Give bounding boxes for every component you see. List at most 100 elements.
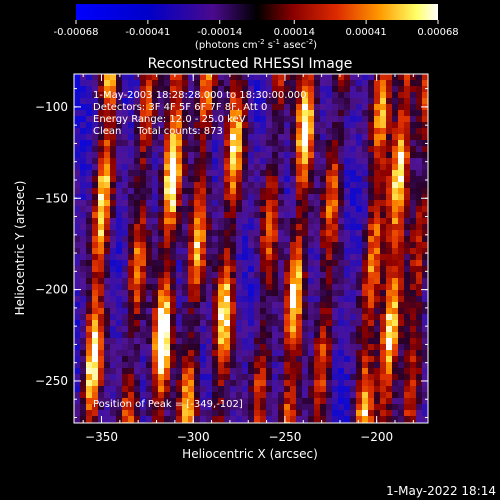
heatmap-cell [98, 302, 105, 309]
heatmap-cell [188, 170, 195, 177]
heatmap-cell [242, 224, 249, 231]
heatmap-cell [260, 92, 267, 99]
heatmap-cell [194, 266, 201, 273]
heatmap-cell [236, 368, 243, 375]
heatmap-cell [194, 158, 201, 165]
heatmap-cell [80, 224, 87, 231]
heatmap-cell [362, 122, 369, 129]
heatmap-cell [302, 338, 309, 345]
heatmap-cell [146, 206, 153, 213]
heatmap-cell [92, 362, 99, 369]
heatmap-cell [344, 188, 351, 195]
heatmap-cell [344, 332, 351, 339]
heatmap-cell [368, 176, 375, 183]
heatmap-cell [80, 128, 87, 135]
heatmap-cell [368, 350, 375, 357]
heatmap-cell [272, 398, 279, 405]
heatmap-cell [368, 128, 375, 135]
heatmap-cell [326, 326, 333, 333]
heatmap-cell [146, 194, 153, 201]
heatmap-cell [218, 218, 225, 225]
heatmap-cell [326, 110, 333, 117]
heatmap-cell [296, 116, 303, 123]
heatmap-cell [140, 98, 147, 105]
heatmap-cell [128, 356, 135, 363]
heatmap-cell [338, 206, 345, 213]
heatmap-cell [374, 314, 381, 321]
heatmap-cell [200, 74, 207, 81]
heatmap-cell [344, 248, 351, 255]
heatmap-cell [338, 134, 345, 141]
heatmap-cell [308, 362, 315, 369]
heatmap-cell [164, 188, 171, 195]
heatmap-cell [416, 326, 423, 333]
heatmap-cell [74, 236, 81, 243]
heatmap-cell [236, 188, 243, 195]
heatmap-cell [200, 272, 207, 279]
heatmap-cell [206, 122, 213, 129]
heatmap-cell [236, 404, 243, 411]
heatmap-cell [170, 188, 177, 195]
heatmap-cell [146, 116, 153, 123]
heatmap-cell [98, 332, 105, 339]
heatmap-cell [350, 176, 357, 183]
heatmap-cell [92, 314, 99, 321]
heatmap-cell [272, 392, 279, 399]
heatmap-cell [302, 266, 309, 273]
heatmap-cell [128, 350, 135, 357]
heatmap-cell [392, 170, 399, 177]
heatmap-cell [236, 86, 243, 93]
heatmap-cell [248, 284, 255, 291]
heatmap-cell [386, 170, 393, 177]
heatmap-cell [314, 110, 321, 117]
heatmap-cell [92, 74, 99, 81]
heatmap-cell [332, 284, 339, 291]
heatmap-cell [152, 362, 159, 369]
heatmap-cell [272, 164, 279, 171]
heatmap-cell [362, 308, 369, 315]
heatmap-cell [140, 116, 147, 123]
heatmap-cell [134, 128, 141, 135]
heatmap-cell [404, 164, 411, 171]
heatmap-cell [374, 416, 381, 423]
heatmap-cell [392, 140, 399, 147]
heatmap-cell [104, 74, 111, 81]
heatmap-cell [110, 86, 117, 93]
heatmap-cell [206, 194, 213, 201]
heatmap-cell [332, 374, 339, 381]
heatmap-cell [404, 410, 411, 417]
heatmap-cell [104, 278, 111, 285]
heatmap-cell [176, 392, 183, 399]
heatmap-cell [236, 410, 243, 417]
heatmap-cell [290, 218, 297, 225]
heatmap-cell [368, 338, 375, 345]
heatmap-cell [344, 134, 351, 141]
heatmap-cell [188, 326, 195, 333]
heatmap-cell [152, 380, 159, 387]
heatmap-cell [182, 308, 189, 315]
heatmap-cell [92, 134, 99, 141]
heatmap-cell [320, 374, 327, 381]
heatmap-cell [80, 164, 87, 171]
heatmap-cell [320, 350, 327, 357]
heatmap-cell [278, 308, 285, 315]
heatmap-cell [206, 140, 213, 147]
heatmap-cell [326, 398, 333, 405]
heatmap-cell [362, 356, 369, 363]
heatmap-cell [398, 128, 405, 135]
heatmap-cell [248, 134, 255, 141]
heatmap-cell [116, 212, 123, 219]
heatmap-cell [110, 386, 117, 393]
heatmap-cell [374, 248, 381, 255]
heatmap-cell [422, 128, 428, 135]
heatmap-cell [296, 344, 303, 351]
heatmap-cell [326, 152, 333, 159]
heatmap-cell [308, 74, 315, 81]
heatmap-cell [128, 416, 135, 423]
heatmap-cell [206, 362, 213, 369]
heatmap-cell [194, 146, 201, 153]
heatmap-cell [404, 188, 411, 195]
heatmap-cell [320, 116, 327, 123]
heatmap-cell [182, 296, 189, 303]
heatmap-cell [272, 206, 279, 213]
